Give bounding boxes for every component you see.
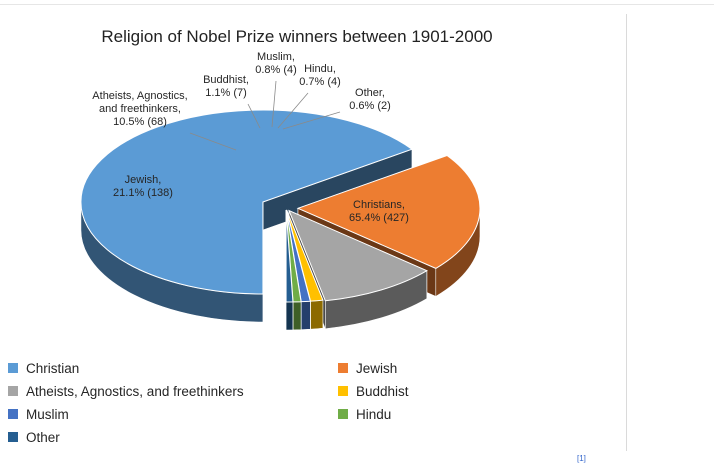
- legend-item-muslim[interactable]: Muslim: [8, 404, 338, 424]
- legend-label-other: Other: [26, 429, 60, 445]
- label-name-hindu: Hindu,: [304, 63, 336, 75]
- label-value-buddhist: 1.1% (7): [205, 87, 247, 99]
- chart-frame: [0, 14, 627, 451]
- leader-line-hindu: [277, 92, 309, 129]
- label-value-hindu: 0.7% (4): [299, 76, 341, 88]
- slice-jewish[interactable]: [296, 154, 481, 269]
- legend-item-christian[interactable]: Christian: [8, 358, 338, 378]
- data-label-atheists-agnostics-and-freethinkers: Atheists, Agnostics,and freethinkers,10.…: [92, 90, 187, 128]
- legend-label-jewish: Jewish: [356, 360, 398, 376]
- slice-atheists-agnostics-and-freethinkers[interactable]: [288, 209, 428, 302]
- legend-item-jewish[interactable]: Jewish: [338, 358, 598, 378]
- top-divider: [0, 4, 714, 5]
- legend-label-christian: Christian: [26, 360, 80, 376]
- slice-side-buddhist: [310, 299, 324, 330]
- label-value-jewish: 21.1% (138): [113, 187, 173, 199]
- chart-title: Religion of Nobel Prize winners between …: [101, 27, 492, 46]
- label-name-atheists-agnostics-and-freethinkers: and freethinkers,: [99, 103, 181, 115]
- data-label-christian: Christians,65.4% (427): [349, 199, 409, 224]
- slice-side-hindu: [292, 301, 302, 331]
- slice-other[interactable]: [285, 209, 294, 303]
- chart-legend: Christian Jewish Atheists, Agnostics, and …: [8, 358, 608, 447]
- data-label-muslim: Muslim,0.8% (4): [255, 51, 297, 76]
- legend-label-hindu: Hindu: [356, 406, 392, 422]
- legend-item-hindu[interactable]: Hindu: [338, 404, 598, 424]
- legend-item-buddhist[interactable]: Buddhist: [338, 381, 598, 401]
- label-name-buddhist: Buddhist,: [203, 74, 249, 86]
- legend-item-other[interactable]: Other: [8, 427, 338, 447]
- slice-side-other: [285, 301, 294, 331]
- data-label-buddhist: Buddhist,1.1% (7): [203, 74, 249, 99]
- label-name-christian: Christians,: [353, 199, 405, 211]
- legend-swatch-hindu: [338, 409, 348, 419]
- legend-swatch-christian: [8, 363, 18, 373]
- legend-swatch-atheists-agnostics-and-freethinkers: [8, 386, 18, 396]
- label-name-muslim: Muslim,: [257, 51, 295, 63]
- leader-line-muslim: [271, 80, 277, 128]
- data-label-jewish: Jewish,21.1% (138): [113, 174, 173, 199]
- legend-swatch-muslim: [8, 409, 18, 419]
- legend-label-buddhist: Buddhist: [356, 383, 409, 399]
- leader-line-atheists-agnostics-and-freethinkers: [189, 132, 237, 151]
- leader-line-other: [282, 111, 341, 130]
- label-name-other: Other,: [355, 87, 385, 99]
- legend-swatch-other: [8, 432, 18, 442]
- footnote-link[interactable]: [1]: [577, 454, 586, 463]
- label-value-atheists-agnostics-and-freethinkers: 10.5% (68): [113, 116, 167, 128]
- label-value-other: 0.6% (2): [349, 100, 391, 112]
- label-value-christian: 65.4% (427): [349, 212, 409, 224]
- label-name-atheists-agnostics-and-freethinkers: Atheists, Agnostics,: [92, 90, 187, 102]
- legend-label-atheists-agnostics-and-freethinkers: Atheists, Agnostics, and freethinkers: [26, 383, 244, 399]
- legend-label-muslim: Muslim: [26, 406, 69, 422]
- legend-item-atheists-agnostics-and-freethinkers[interactable]: Atheists, Agnostics, and freethinkers: [8, 381, 338, 401]
- data-label-hindu: Hindu,0.7% (4): [299, 63, 341, 88]
- label-value-muslim: 0.8% (4): [255, 64, 297, 76]
- label-name-jewish: Jewish,: [125, 174, 162, 186]
- leader-line-buddhist: [247, 103, 261, 129]
- slice-side-muslim: [300, 300, 311, 330]
- data-label-other: Other,0.6% (2): [349, 87, 391, 112]
- legend-swatch-buddhist: [338, 386, 348, 396]
- legend-swatch-jewish: [338, 363, 348, 373]
